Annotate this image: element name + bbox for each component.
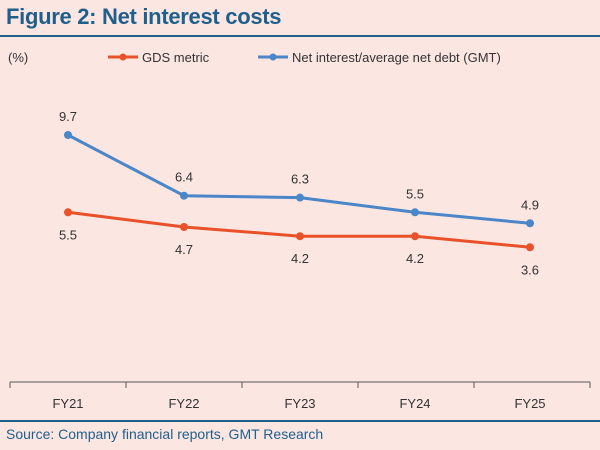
x-tick-label-fy24: FY24 <box>399 396 430 411</box>
data-label-gmt-fy21: 9.7 <box>59 109 77 124</box>
x-axis-ticks: FY21 FY22 FY23 FY24 FY25 <box>9 382 591 411</box>
source-note: Source: Company financial reports, GMT R… <box>6 426 324 442</box>
x-tick-label-fy23: FY23 <box>284 396 315 411</box>
legend-label-gmt: Net interest/average net debt (GMT) <box>292 50 501 65</box>
data-point-gds-fy25 <box>526 243 534 252</box>
data-label-gds-fy21: 5.5 <box>59 227 77 242</box>
legend-marker-gmt <box>269 53 277 61</box>
y-axis-unit-label: (%) <box>8 50 28 65</box>
data-label-gds-fy23: 4.2 <box>291 251 309 266</box>
data-label-gds-fy22: 4.7 <box>175 242 193 257</box>
x-tick-label-fy21: FY21 <box>52 396 83 411</box>
data-point-gmt-fy23 <box>296 193 304 202</box>
data-point-gmt-fy21 <box>64 131 72 139</box>
data-point-gds-fy22 <box>180 223 188 231</box>
data-label-gds-fy25: 3.6 <box>521 262 539 277</box>
legend-marker-gds <box>119 53 127 61</box>
data-label-gmt-fy22: 6.4 <box>175 170 193 185</box>
data-point-gmt-fy22 <box>180 191 188 200</box>
series-lines <box>64 131 534 252</box>
legend: GDS metric Net interest/average net debt … <box>108 50 501 65</box>
data-point-gds-fy21 <box>64 208 72 217</box>
x-tick-label-fy22: FY22 <box>168 396 199 411</box>
data-point-gds-fy23 <box>296 232 304 241</box>
data-label-gds-fy24: 4.2 <box>406 251 424 266</box>
title-divider <box>0 35 600 37</box>
data-point-gmt-fy24 <box>411 208 419 217</box>
data-label-gmt-fy23: 6.3 <box>291 172 309 187</box>
data-labels: 5.5 4.7 4.2 4.2 3.6 9.7 6.4 6.3 5.5 4.9 <box>59 109 539 277</box>
legend-label-gds: GDS metric <box>142 50 210 65</box>
data-point-gmt-fy25 <box>526 219 534 228</box>
data-label-gmt-fy25: 4.9 <box>521 197 539 212</box>
data-point-gds-fy24 <box>411 232 419 241</box>
data-label-gmt-fy24: 5.5 <box>406 186 424 201</box>
chart-title: Figure 2: Net interest costs <box>6 4 282 29</box>
source-divider <box>0 420 600 422</box>
x-tick-label-fy25: FY25 <box>514 396 545 411</box>
